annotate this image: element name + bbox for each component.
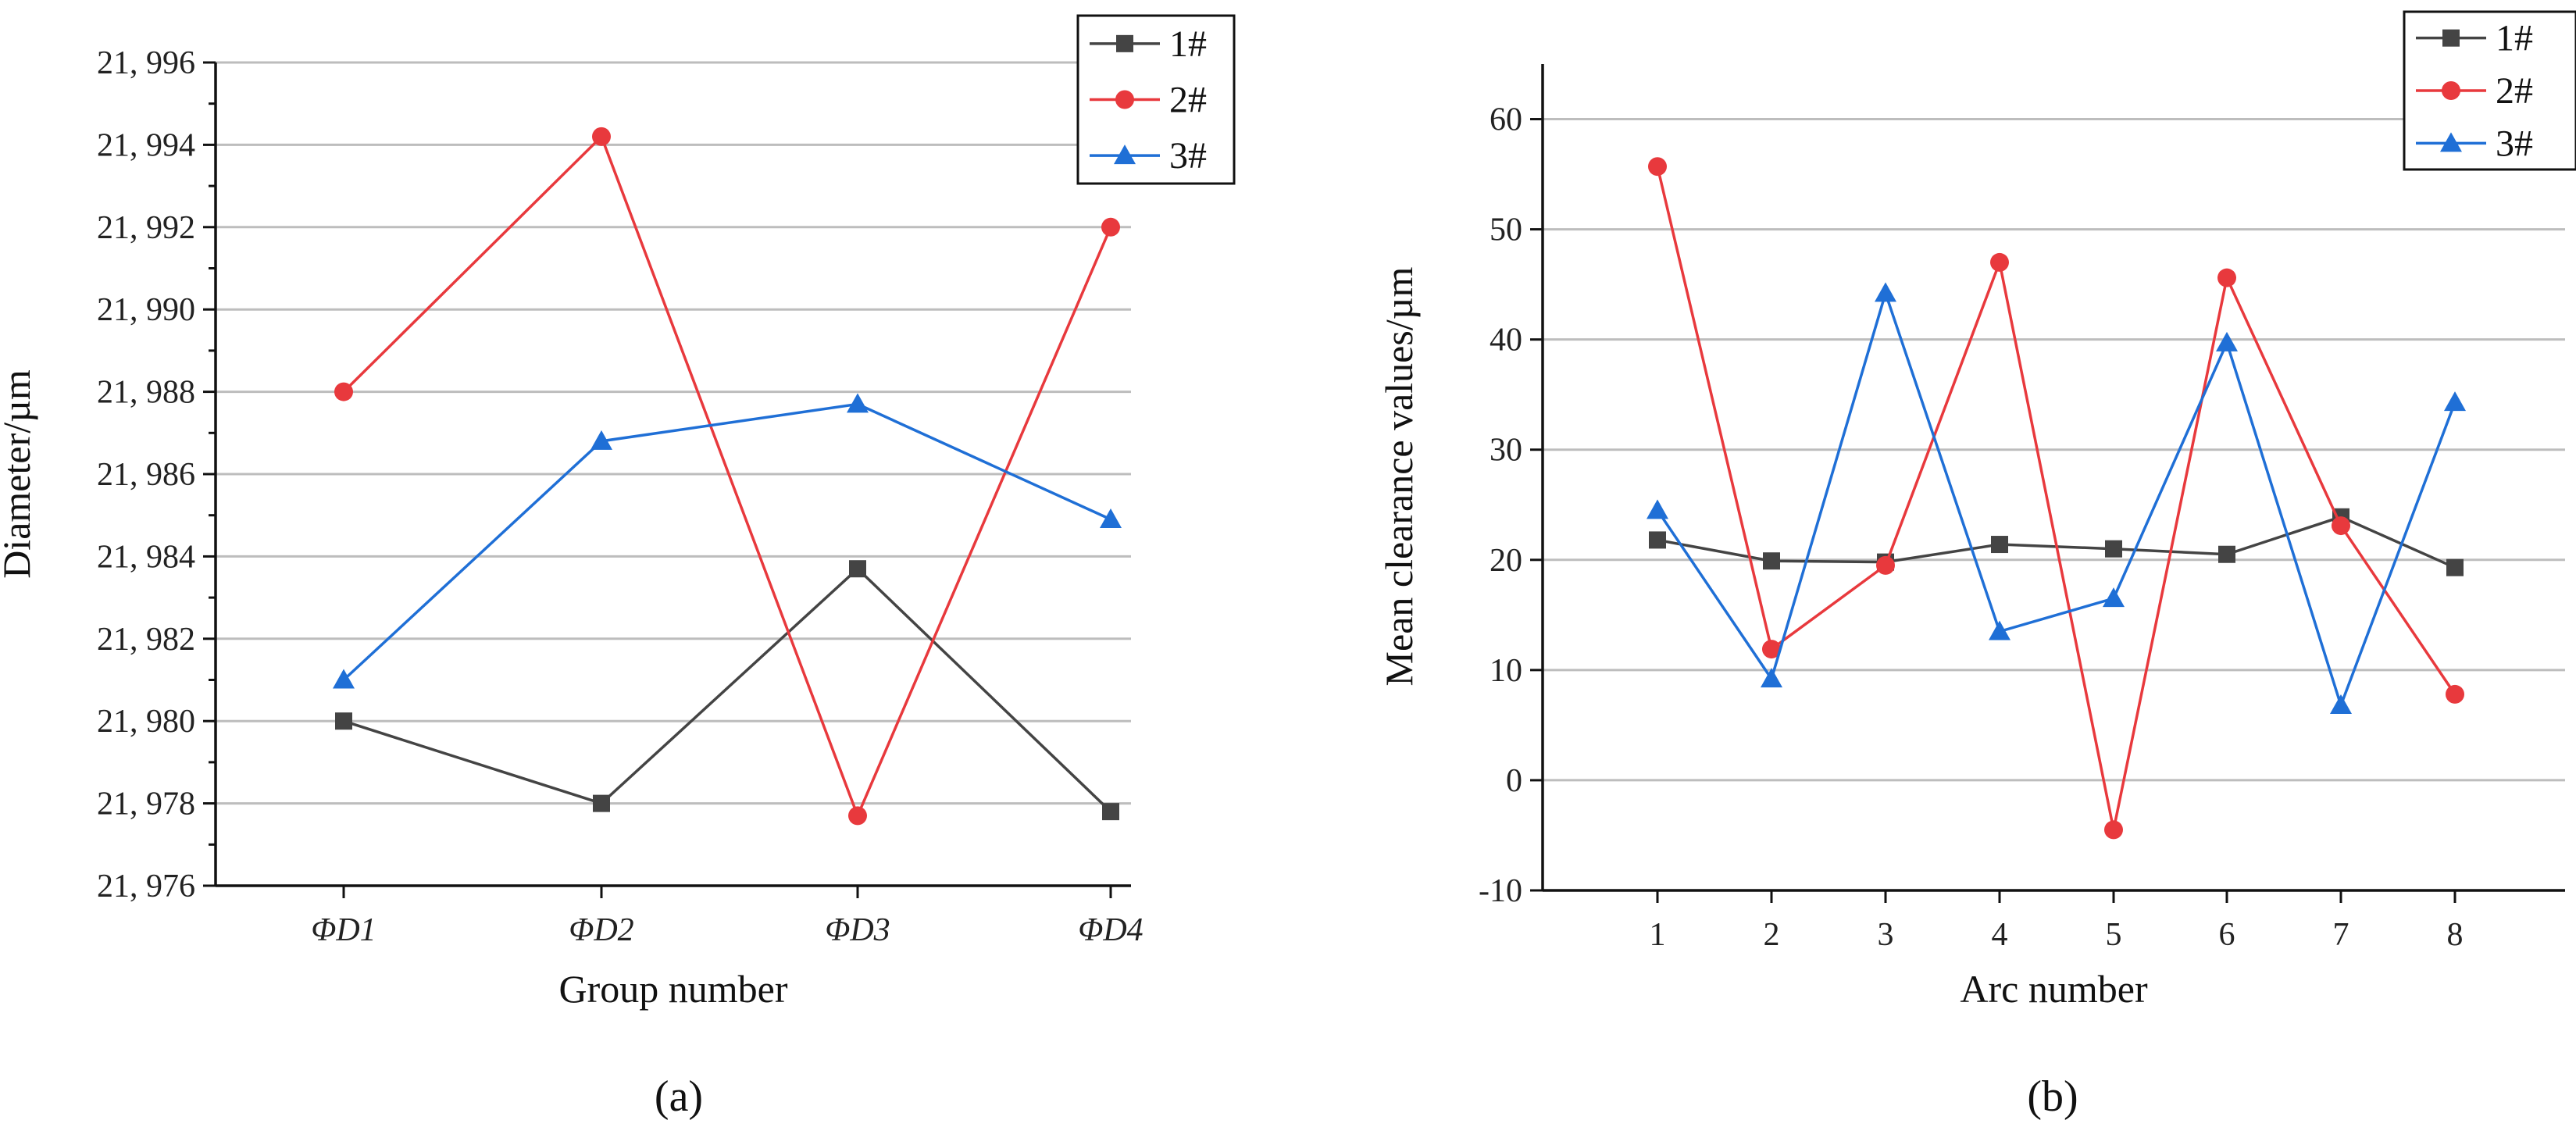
y-tick-label: 21, 996 — [97, 45, 195, 81]
data-point — [2103, 587, 2125, 608]
data-point — [593, 794, 610, 812]
chart-panel-b: -10 0 10 20 30 40 50 60 1 2 3 4 5 6 7 8 Arc number Mean c… — [1377, 10, 2576, 1121]
data-point — [849, 560, 866, 578]
data-point — [2105, 540, 2122, 558]
y-tick-label: 21, 994 — [97, 127, 195, 163]
x-axis-title: Arc number — [1960, 967, 2148, 1011]
data-point — [1102, 803, 1119, 821]
data-point — [2104, 820, 2123, 840]
data-point — [1876, 555, 1895, 575]
y-tick-label: 21, 982 — [97, 622, 195, 658]
x-tick-label: 2 — [1764, 917, 1780, 953]
y-tick-label: 40 — [1490, 323, 1522, 359]
x-tick-label: 5 — [2106, 917, 2122, 953]
x-tick-label: ΦD3 — [825, 912, 890, 948]
y-tick-label: 21, 988 — [97, 375, 195, 411]
y-tick-label: 60 — [1490, 102, 1522, 138]
x-tick-label: 1 — [1650, 917, 1666, 953]
data-point — [2444, 391, 2466, 412]
y-tick-label: 21, 990 — [97, 292, 195, 328]
data-point — [1647, 499, 1668, 519]
y-tick-label: 30 — [1490, 433, 1522, 469]
series-line-3 — [342, 402, 1111, 681]
data-point — [334, 382, 353, 401]
y-tick-label: 21, 978 — [97, 787, 195, 822]
legend: 1# 2# 3# — [2403, 10, 2576, 171]
legend-label: 1# — [2496, 18, 2533, 59]
legend-marker — [1114, 144, 1136, 165]
y-axis-title: Diameter/µm — [0, 369, 38, 579]
data-point — [2332, 516, 2350, 536]
panel-caption: (a) — [655, 1072, 703, 1121]
data-point — [1991, 536, 2008, 554]
legend-marker — [1115, 90, 1134, 109]
x-tick-label: 8 — [2447, 917, 2464, 953]
legend-marker — [2440, 132, 2462, 152]
legend-label: 3# — [2496, 123, 2533, 164]
y-tick-label: 21, 976 — [97, 869, 195, 904]
legend-label: 3# — [1169, 135, 1207, 177]
y-tick-label: 10 — [1490, 653, 1522, 689]
panel-caption: (b) — [2027, 1072, 2078, 1121]
data-point — [1989, 620, 2010, 640]
series-line-1 — [343, 566, 1112, 813]
x-axis-title: Group number — [559, 967, 788, 1011]
chart-panel-a: 21, 976 21, 978 21, 980 21, 982 21, 984 21, 9… — [0, 14, 1236, 1121]
legend: 1# 2# 3# — [1076, 14, 1236, 185]
legend-label: 2# — [1169, 80, 1207, 121]
data-point — [2330, 694, 2352, 715]
data-point — [1762, 640, 1781, 659]
x-tick-label: 6 — [2219, 917, 2235, 953]
y-tick-label: 0 — [1506, 763, 1522, 799]
legend-label: 2# — [2496, 70, 2533, 112]
data-point — [2446, 558, 2464, 576]
x-tick-label: ΦD1 — [311, 912, 376, 948]
legend-marker — [2442, 29, 2460, 47]
data-point — [592, 127, 611, 146]
x-tick-label: ΦD2 — [569, 912, 633, 948]
data-point — [1648, 157, 1667, 177]
data-point — [590, 430, 612, 450]
y-tick-label: 21, 986 — [97, 457, 195, 493]
x-tick-label: ΦD4 — [1078, 912, 1143, 948]
data-point — [1101, 217, 1120, 237]
data-point — [847, 393, 869, 413]
legend-label: 1# — [1169, 23, 1207, 65]
series-line-2 — [1656, 166, 2456, 830]
y-tick-label: 50 — [1490, 212, 1522, 248]
y-tick-label: -10 — [1479, 873, 1522, 909]
data-point — [2217, 268, 2236, 287]
data-point — [2216, 331, 2238, 351]
y-axis-title: Mean clearance values/µm — [1377, 266, 1421, 686]
data-point — [1763, 552, 1780, 570]
x-tick-label: 3 — [1878, 917, 1894, 953]
y-tick-label: 21, 992 — [97, 210, 195, 246]
data-point — [1990, 252, 2009, 272]
data-point — [1761, 668, 1782, 688]
data-point — [335, 712, 352, 730]
x-tick-label: 4 — [1992, 917, 2008, 953]
data-point — [333, 669, 355, 689]
legend-marker — [2442, 81, 2460, 100]
y-tick-label: 21, 984 — [97, 539, 195, 575]
series-line-3 — [1656, 288, 2456, 710]
data-point — [2218, 545, 2235, 563]
y-tick-label: 21, 980 — [97, 704, 195, 740]
x-tick-label: 7 — [2333, 917, 2349, 953]
data-point — [848, 806, 867, 826]
data-point — [2446, 684, 2464, 704]
data-point — [1649, 531, 1666, 549]
y-tick-label: 20 — [1490, 543, 1522, 579]
data-point — [1100, 508, 1122, 528]
series-line-2 — [342, 134, 1112, 820]
legend-marker — [1116, 34, 1133, 52]
data-point — [1875, 282, 1896, 302]
